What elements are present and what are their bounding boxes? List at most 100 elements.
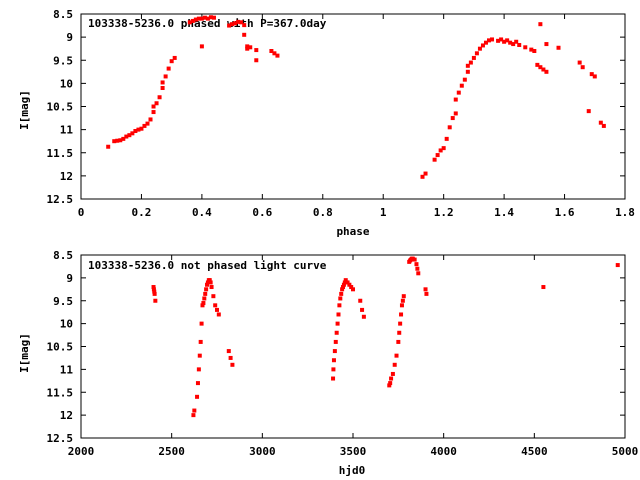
y-tick-label: 8.5 — [53, 249, 73, 262]
y-tick-label: 9.5 — [53, 295, 73, 308]
data-point — [544, 69, 549, 74]
x-tick-label: 0.6 — [252, 206, 272, 219]
data-point — [148, 117, 153, 122]
data-point — [196, 16, 201, 21]
data-point — [496, 38, 501, 43]
data-point — [432, 157, 437, 162]
data-point — [254, 58, 259, 63]
data-point — [215, 307, 219, 312]
y-tick-label: 10 — [60, 318, 73, 331]
x-tick-label: 4500 — [521, 445, 548, 458]
data-point — [389, 376, 394, 381]
data-point — [399, 312, 404, 317]
data-point — [208, 280, 213, 285]
data-point — [499, 37, 504, 42]
data-point — [166, 66, 171, 71]
chart-title-unphased: 103338-5236.0 not phased light curve — [88, 259, 327, 272]
data-point — [228, 355, 233, 360]
data-point — [468, 60, 473, 65]
data-point — [387, 383, 392, 388]
data-point — [242, 32, 247, 37]
data-point — [199, 44, 204, 49]
data-point — [349, 285, 354, 290]
plot-frame — [80, 13, 626, 200]
data-point — [483, 40, 488, 45]
data-point — [544, 42, 549, 47]
data-point — [139, 126, 144, 131]
data-point — [130, 131, 135, 136]
data-point — [556, 45, 561, 50]
data-point — [347, 282, 352, 287]
data-point — [334, 330, 339, 335]
data-point — [195, 381, 200, 386]
data-point — [438, 148, 443, 153]
y-axis-label-bottom: I[mag] — [18, 333, 31, 373]
x-tick-label: 1 — [380, 206, 387, 219]
data-point — [598, 120, 603, 125]
data-point — [401, 294, 406, 299]
data-point — [245, 46, 250, 51]
data-point — [441, 146, 446, 151]
data-point — [412, 257, 417, 262]
data-point — [338, 296, 343, 301]
data-point — [465, 63, 470, 68]
x-tick-label: 1.2 — [434, 206, 454, 219]
data-point — [151, 285, 156, 290]
data-point — [209, 285, 214, 290]
data-point — [514, 39, 519, 44]
data-point — [211, 294, 216, 299]
data-point — [191, 413, 196, 418]
data-point — [341, 282, 346, 287]
data-point — [204, 287, 209, 292]
data-point — [254, 48, 259, 53]
data-point — [207, 278, 212, 283]
data-point — [157, 95, 162, 100]
x-tick-label: 2500 — [158, 445, 185, 458]
y-axis-label-top: I[mag] — [18, 90, 31, 130]
data-point — [202, 15, 207, 20]
data-point — [508, 40, 513, 45]
x-axis-label-phase: phase — [336, 225, 369, 238]
x-tick-label: 2000 — [68, 445, 95, 458]
data-point — [345, 280, 350, 285]
data-point — [490, 37, 495, 42]
data-point — [230, 362, 235, 367]
data-point — [453, 111, 458, 116]
data-point — [160, 80, 165, 85]
x-tick-label: 3000 — [249, 445, 276, 458]
data-point — [532, 49, 537, 53]
data-point — [465, 69, 470, 74]
data-point — [416, 271, 421, 276]
y-tick-label: 8.5 — [53, 8, 73, 21]
y-tick-label: 9 — [66, 31, 73, 44]
data-point — [423, 287, 428, 292]
y-tick-label: 10.5 — [47, 341, 74, 354]
data-point — [269, 49, 274, 53]
data-point — [151, 104, 156, 109]
data-point — [423, 171, 428, 176]
data-point — [415, 266, 420, 271]
data-point — [199, 321, 204, 326]
data-point — [211, 15, 216, 20]
data-point — [227, 23, 232, 28]
data-point — [335, 321, 340, 326]
data-point — [447, 125, 452, 130]
data-point — [589, 72, 594, 77]
data-point — [340, 287, 345, 292]
data-point — [360, 307, 365, 312]
data-point — [242, 23, 247, 28]
data-point — [435, 153, 440, 158]
data-point — [462, 77, 467, 82]
data-point — [202, 296, 207, 301]
data-point — [601, 123, 606, 128]
x-tick-label: 0.8 — [313, 206, 333, 219]
data-point — [136, 127, 141, 132]
x-tick-label: 0 — [78, 206, 85, 219]
data-point — [199, 16, 204, 21]
data-point — [580, 65, 585, 70]
data-point — [127, 133, 132, 138]
y-tick-label: 11 — [60, 363, 74, 376]
data-point — [529, 47, 534, 52]
data-point — [471, 55, 476, 60]
